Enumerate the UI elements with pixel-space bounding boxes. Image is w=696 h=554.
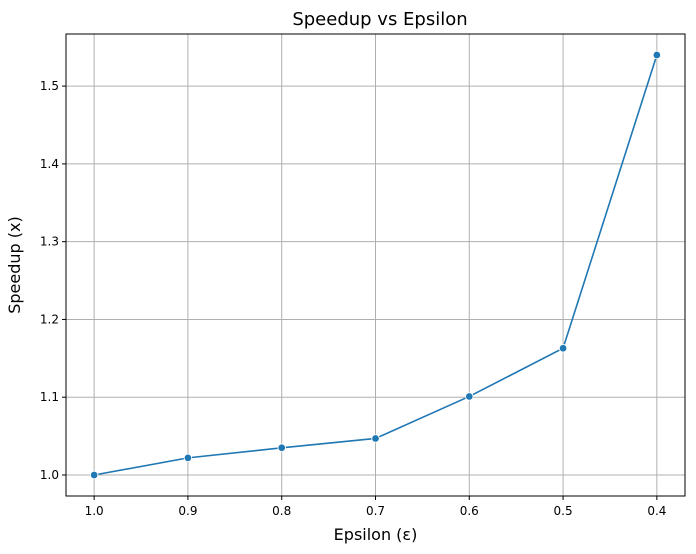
x-tick-label: 0.4	[647, 504, 666, 518]
data-point	[183, 453, 193, 463]
data-point	[652, 50, 662, 60]
y-tick-label: 1.0	[40, 468, 59, 482]
data-point	[277, 443, 286, 453]
data-point	[89, 470, 99, 480]
x-tick-label: 0.7	[366, 504, 385, 518]
x-tick-label: 0.6	[460, 504, 479, 518]
y-tick-label: 1.3	[40, 235, 59, 249]
chart-title: Speedup vs Epsilon	[292, 9, 467, 30]
x-axis-label: Epsilon (ε)	[334, 525, 418, 544]
y-tick-label: 1.2	[40, 312, 59, 326]
y-tick-label: 1.1	[40, 390, 59, 404]
y-tick-label: 1.4	[40, 157, 59, 171]
y-axis-label: Speedup (x)	[5, 216, 24, 314]
data-point	[558, 343, 568, 353]
y-tick-label: 1.5	[40, 79, 59, 93]
data-point	[371, 434, 380, 443]
axis-ticks: 1.0 0.9 0.8 0.7 0.6 0.5 0.4 1.0 1.1 1.2 1.3 1.4 1.5	[40, 79, 667, 518]
x-tick-label: 0.5	[554, 504, 573, 518]
x-tick-label: 1.0	[85, 504, 104, 518]
grid-lines	[66, 34, 685, 496]
series-layer	[89, 50, 662, 480]
x-tick-label: 0.8	[272, 504, 291, 518]
data-point	[465, 392, 474, 401]
x-tick-label: 0.9	[178, 504, 197, 518]
